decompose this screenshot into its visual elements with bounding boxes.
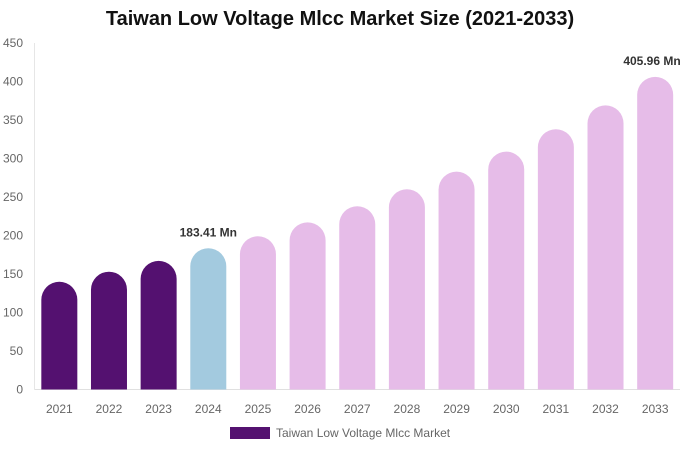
data-label: 183.41 Mn [180, 225, 237, 239]
bar-2026 [289, 222, 326, 390]
y-tick-label: 300 [3, 152, 23, 166]
y-tick-label: 400 [3, 75, 23, 89]
y-tick-label: 0 [16, 383, 23, 397]
y-tick-label: 450 [3, 36, 23, 50]
x-tick-label: 2029 [443, 402, 470, 416]
x-tick-label: 2030 [493, 402, 520, 416]
bar-2022 [90, 271, 127, 390]
data-label: 405.96 Mn [623, 54, 680, 68]
y-tick-label: 100 [3, 306, 23, 320]
bar-2030 [488, 151, 525, 390]
bar-2025 [239, 236, 276, 390]
x-tick-label: 2024 [195, 402, 222, 416]
legend: Taiwan Low Voltage Mlcc Market [230, 426, 450, 440]
x-tick-label: 2026 [294, 402, 321, 416]
x-tick-label: 2028 [394, 402, 421, 416]
bar-2023 [140, 260, 177, 390]
legend-swatch [230, 427, 270, 439]
y-tick-label: 350 [3, 113, 23, 127]
bar-2029 [438, 171, 475, 390]
x-tick-label: 2022 [96, 402, 123, 416]
x-tick-label: 2031 [543, 402, 570, 416]
bar-2032 [587, 105, 624, 390]
chart-title: Taiwan Low Voltage Mlcc Market Size (202… [105, 8, 575, 30]
x-tick-label: 2032 [592, 402, 619, 416]
bar-2024 [190, 248, 227, 390]
x-tick-label: 2025 [245, 402, 272, 416]
y-tick-label: 50 [10, 344, 24, 358]
legend-label: Taiwan Low Voltage Mlcc Market [276, 426, 451, 440]
bar-2027 [339, 206, 376, 390]
bar-2021 [41, 281, 78, 390]
x-tick-label: 2027 [344, 402, 371, 416]
y-tick-label: 250 [3, 190, 23, 204]
bar-2033 [637, 76, 674, 390]
bar-2031 [537, 129, 574, 390]
y-tick-label: 150 [3, 267, 23, 281]
x-tick-label: 2023 [145, 402, 172, 416]
x-tick-label: 2021 [46, 402, 73, 416]
x-tick-label: 2033 [642, 402, 669, 416]
bar-2028 [388, 189, 425, 390]
y-tick-label: 200 [3, 229, 23, 243]
